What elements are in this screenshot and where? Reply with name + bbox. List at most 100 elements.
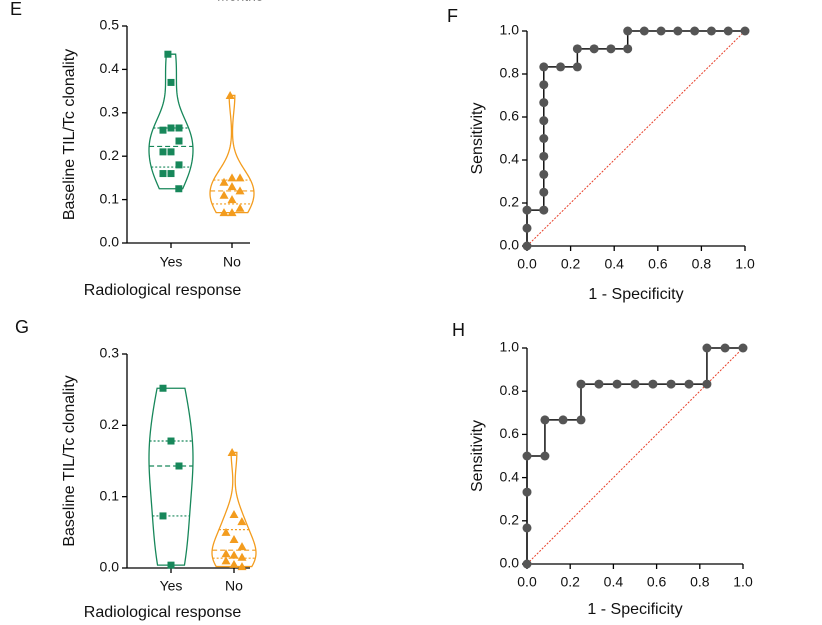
point (576, 379, 586, 389)
violin (148, 387, 194, 566)
point (522, 487, 532, 497)
point (167, 561, 175, 569)
point (540, 451, 550, 461)
y-tick-label: 0.1 (100, 487, 120, 503)
point (219, 177, 229, 186)
point (606, 44, 616, 54)
x-tick-label: 0.4 (604, 574, 624, 590)
point (159, 512, 167, 520)
point (684, 379, 694, 389)
x-tick-label: 1.0 (735, 256, 755, 272)
y-tick-label: 0.1 (100, 190, 120, 206)
point (522, 523, 532, 533)
point (219, 208, 229, 217)
point (522, 451, 532, 461)
y-tick-label: 0.2 (500, 512, 520, 528)
point (539, 169, 549, 179)
point (227, 182, 237, 191)
point (558, 415, 568, 425)
point (229, 534, 239, 543)
point (237, 517, 247, 526)
point (219, 190, 229, 199)
point (229, 559, 239, 568)
point (225, 90, 235, 99)
y-tick-label: 0.2 (100, 147, 120, 163)
y-tick-label: 0.4 (500, 468, 520, 484)
y-tick-label: 0.0 (100, 234, 120, 250)
y-tick-label: 0.2 (500, 194, 520, 210)
point (556, 62, 566, 72)
point (539, 62, 549, 72)
x-tick-label: 0.8 (690, 574, 710, 590)
y-tick-label: 0.6 (500, 425, 520, 441)
y-tick-label: 0.0 (500, 237, 520, 253)
cropped-label: Months (217, 0, 263, 4)
point (539, 134, 549, 143)
point (175, 137, 183, 145)
point (539, 98, 549, 108)
x-tick-label: No (223, 254, 241, 270)
panel-letter: F (447, 6, 458, 26)
y-tick-label: 0.8 (500, 382, 520, 398)
point (175, 124, 183, 132)
x-tick-label: 0.6 (647, 574, 667, 590)
x-tick-label: 0.0 (517, 574, 537, 590)
point (589, 44, 599, 54)
y-tick-label: 0.0 (100, 559, 120, 575)
y-tick-label: 0.4 (500, 151, 520, 167)
x-tick-label: 0.2 (561, 256, 581, 272)
point (235, 203, 245, 212)
point (175, 161, 183, 169)
point (229, 510, 239, 518)
x-tick-label: 0.8 (692, 256, 712, 272)
point (167, 437, 175, 445)
y-tick-label: 0.3 (100, 345, 120, 361)
point (227, 173, 237, 182)
x-tick-label: 0.0 (517, 256, 537, 272)
x-tick-label: 0.4 (604, 256, 624, 272)
point (690, 26, 700, 36)
x-tick-label: Yes (160, 578, 183, 594)
point (706, 26, 716, 36)
x-tick-label: Yes (160, 254, 183, 270)
y-tick-label: 0.6 (500, 108, 520, 124)
point (167, 78, 175, 86)
point (175, 185, 183, 193)
point (175, 462, 183, 470)
point (164, 50, 172, 58)
y-tick-label: 0.4 (100, 60, 120, 76)
violin (209, 94, 255, 214)
point (235, 186, 245, 195)
point (522, 205, 532, 215)
point (522, 241, 532, 251)
x-tick-label: 0.6 (648, 256, 668, 272)
point (630, 379, 640, 389)
point (221, 556, 231, 565)
point (666, 379, 676, 389)
x-axis-title: 1 - Specificity (588, 286, 683, 303)
panel-letter: E (10, 0, 22, 19)
point (229, 550, 239, 559)
y-tick-label: 0.0 (500, 555, 520, 571)
point (740, 26, 750, 36)
point (167, 170, 175, 178)
y-axis-title: Baseline TIL/Tc clonality (61, 375, 78, 546)
point (738, 343, 748, 353)
point (720, 343, 730, 353)
point (522, 559, 532, 569)
point (623, 26, 633, 36)
point (167, 124, 175, 132)
point (639, 26, 649, 36)
point (159, 126, 167, 134)
point (540, 415, 550, 425)
point (539, 205, 549, 215)
violin (211, 451, 257, 568)
point (648, 379, 658, 389)
point (167, 148, 175, 156)
point (227, 208, 237, 217)
point (539, 80, 549, 90)
point (594, 379, 604, 389)
point (539, 116, 549, 126)
panel-letter: G (15, 317, 29, 337)
